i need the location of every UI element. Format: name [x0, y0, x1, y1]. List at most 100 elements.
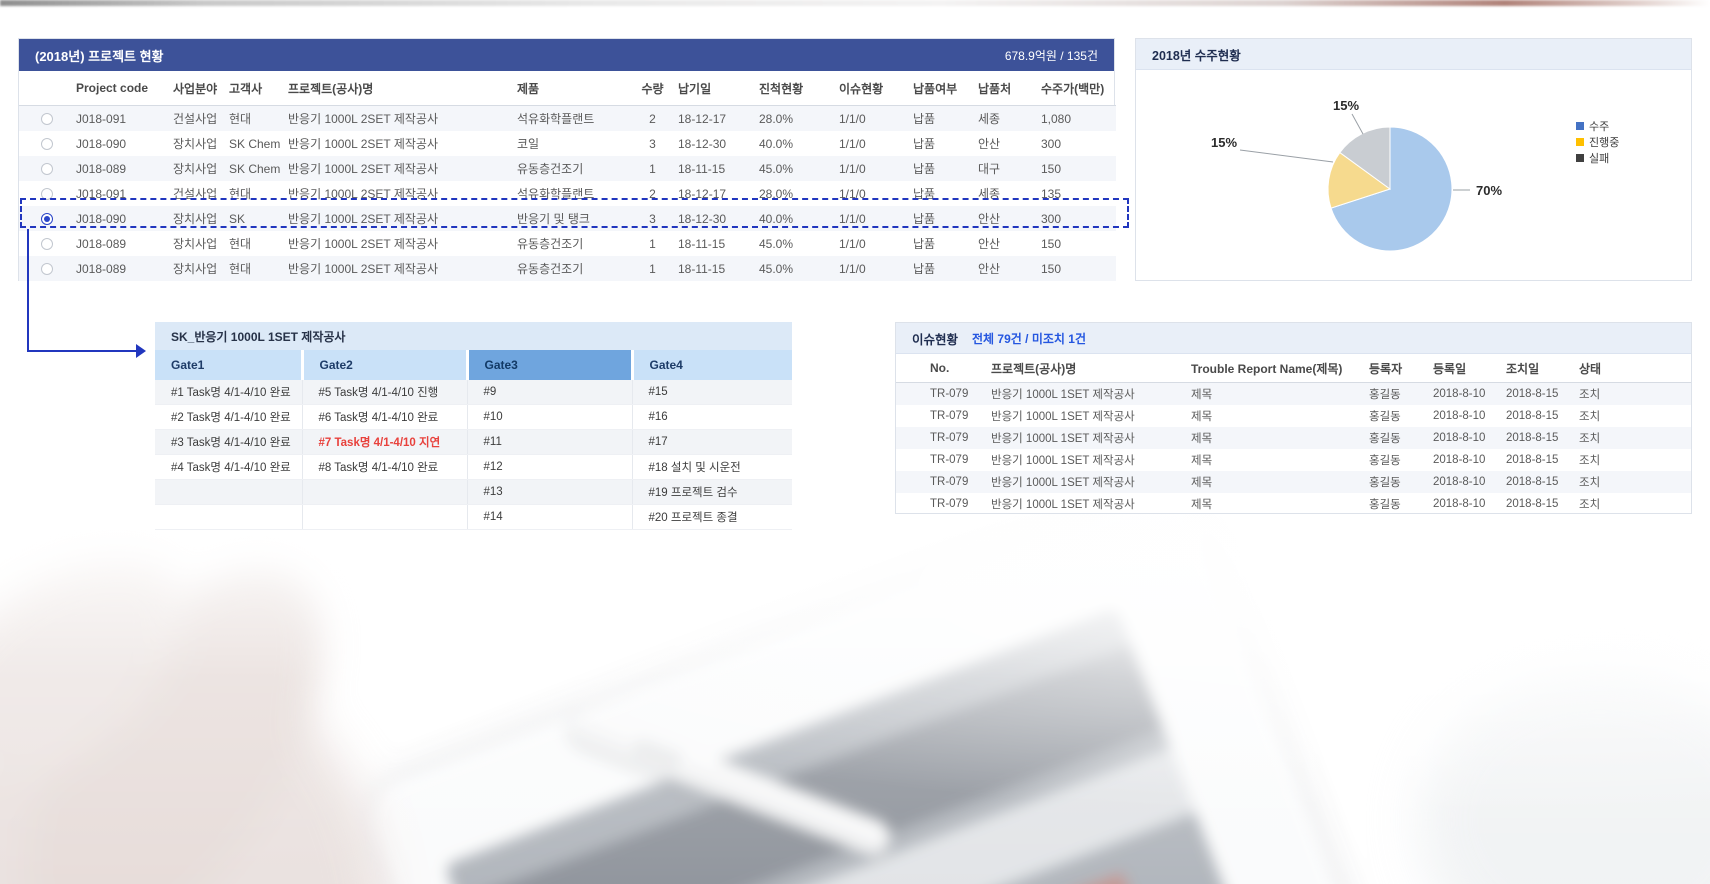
column-header: No. — [896, 354, 991, 383]
row-radio[interactable] — [40, 138, 53, 151]
hand-palm — [0, 585, 467, 884]
table-row[interactable]: J018-090 장치사업 SK Chem 반응기 1000L 2SET 제작공사 코일… — [19, 131, 1116, 156]
cell-biz: 장치사업 — [173, 131, 229, 156]
cell-dest: 대구 — [978, 156, 1041, 181]
issue-panel-title: 이슈현황 — [912, 332, 959, 347]
cell-amount: 150 — [1041, 156, 1116, 181]
cell-delivery: 납품 — [913, 156, 978, 181]
cell-issue: 1/1/0 — [839, 256, 913, 281]
background-blur-blob — [1420, 670, 1710, 884]
table-row[interactable]: J018-089 장치사업 현대 반응기 1000L 2SET 제작공사 유동층건조기 1… — [19, 256, 1116, 281]
table-row[interactable]: J018-089 장치사업 현대 반응기 1000L 2SET 제작공사 유동층건조기 1… — [19, 231, 1116, 256]
gate-task-cell: #6 Task명 4/1-4/10 완료 — [302, 404, 468, 430]
gate-task-cell: #13 — [467, 479, 633, 505]
legend-item: 실패 — [1576, 150, 1619, 166]
gate-task-cell: #19 프로젝트 검수 — [632, 479, 792, 505]
gate-task-cell: #11 — [467, 429, 633, 455]
row-radio[interactable] — [40, 113, 53, 126]
column-header: Trouble Report Name(제목) — [1191, 354, 1369, 383]
cell-amount: 150 — [1041, 231, 1116, 256]
issue-cell: 제목 — [1191, 471, 1369, 493]
row-radio[interactable] — [40, 188, 53, 201]
issue-cell: 제목 — [1191, 499, 1213, 511]
cell-customer: 현대 — [229, 231, 288, 256]
cell-product: 유동층건조기 — [517, 231, 629, 256]
cell-qty: 2 — [629, 181, 678, 206]
cell-amount: 300 — [1041, 131, 1116, 156]
cell-code: J018-089 — [76, 156, 173, 181]
pie-chart-area: 15% 15% 70% 수주 진행중 실패 — [1136, 70, 1691, 281]
issue-cell: 홍길동 — [1369, 499, 1401, 511]
issue-table-header-row: No. 프로젝트(공사)명 Trouble Report Name(제목) 등록자 등록… — [896, 354, 1691, 383]
radio-cell — [19, 206, 76, 231]
column-header: 수주가(백만) — [1041, 71, 1116, 106]
issue-table-row[interactable]: TR-079 반응기 1000L 1SET 제작공사 제목 홍길동 2018-8-10 2… — [896, 471, 1691, 493]
cell-due: 18-11-15 — [678, 156, 759, 181]
row-radio-selected[interactable] — [40, 213, 53, 226]
table-row[interactable]: J018-091 건설사업 현대 반응기 1000L 2SET 제작공사 석유화학플랜트… — [19, 181, 1116, 206]
table-row[interactable]: J018-091 건설사업 현대 반응기 1000L 2SET 제작공사 석유화학플랜트… — [19, 105, 1116, 131]
issue-cell: TR-079 — [896, 382, 991, 405]
issue-table-row[interactable]: TR-079 반응기 1000L 1SET 제작공사 제목 홍길동 2018-8-10 2… — [896, 493, 1691, 515]
issue-cell: 반응기 1000L 1SET 제작공사 — [991, 471, 1191, 493]
issue-cell: 2018-8-10 — [1433, 498, 1486, 510]
chart-legend: 수주 진행중 실패 — [1576, 118, 1619, 166]
gate-table-row: #3 Task명 4/1-4/10 완료 #7 Task명 4/1-4/10 지연… — [155, 429, 792, 455]
row-radio[interactable] — [40, 163, 53, 176]
pie-label-progress: 15% — [1211, 135, 1237, 150]
cell-biz: 장치사업 — [173, 256, 229, 281]
table-row[interactable]: J018-090 장치사업 SK 반응기 1000L 2SET 제작공사 반응기 및 탱… — [19, 206, 1116, 231]
gate-task-cell — [302, 504, 468, 530]
issue-cell: 홍길동 — [1369, 455, 1401, 467]
gate-table-row: #2 Task명 4/1-4/10 완료 #6 Task명 4/1-4/10 완료… — [155, 404, 792, 430]
cell-product: 석유화학플랜트 — [517, 181, 629, 206]
column-header: 납품처 — [978, 71, 1041, 106]
pie-slice-수주 — [1330, 126, 1453, 252]
issue-table-row[interactable]: TR-079 반응기 1000L 1SET 제작공사 제목 홍길동 2018-8-10 2… — [896, 449, 1691, 471]
radio-cell — [19, 131, 76, 156]
row-radio[interactable] — [40, 263, 53, 276]
cell-biz: 장치사업 — [173, 156, 229, 181]
cell-product: 반응기 및 탱크 — [517, 206, 629, 231]
cell-delivery: 납품 — [913, 231, 978, 256]
cell-qty: 1 — [629, 156, 678, 181]
cell-customer: 현대 — [229, 181, 288, 206]
radio-cell — [19, 181, 76, 206]
cell-issue: 1/1/0 — [839, 156, 913, 181]
cell-biz: 장치사업 — [173, 231, 229, 256]
issue-cell: TR-079 — [930, 410, 969, 422]
column-header: 납품여부 — [913, 71, 978, 106]
gate-column-header: Gate2 — [302, 350, 469, 380]
column-header: Project code — [76, 71, 173, 106]
issue-cell: 홍길동 — [1369, 382, 1433, 405]
issue-cell: 제목 — [1191, 382, 1369, 405]
cell-due: 18-12-30 — [678, 131, 759, 156]
issue-table-row[interactable]: TR-079 반응기 1000L 1SET 제작공사 제목 홍길동 2018-8-10 2… — [896, 382, 1691, 405]
issue-cell: 홍길동 — [1369, 427, 1433, 449]
issue-status-panel: 이슈현황 전체 79건 / 미조치 1건 No. 프로젝트(공사)명 Trouble… — [895, 322, 1692, 514]
issue-cell: 조치 — [1579, 411, 1601, 423]
tablet-screen-band — [458, 644, 1164, 884]
table-row[interactable]: J018-089 장치사업 SK Chem 반응기 1000L 2SET 제작공사 유동… — [19, 156, 1116, 181]
issue-cell: 2018-8-15 — [1506, 410, 1559, 422]
project-status-panel: (2018년) 프로젝트 현황 678.9억원 / 135건 Project c… — [18, 38, 1116, 281]
project-table-body: J018-091 건설사업 현대 반응기 1000L 2SET 제작공사 석유화학플랜트… — [19, 105, 1116, 281]
issue-cell: 제목 — [1191, 411, 1213, 423]
column-header: 수량 — [629, 71, 678, 106]
gate-task-cell: #9 — [467, 380, 633, 405]
issue-table-row[interactable]: TR-079 반응기 1000L 1SET 제작공사 제목 홍길동 2018-8-10 2… — [896, 405, 1691, 427]
tablet-screen-image — [444, 607, 1271, 884]
pie-chart: 15% 15% 70% — [1211, 98, 1502, 252]
pie-label-fail: 15% — [1333, 98, 1359, 113]
column-header — [19, 71, 76, 106]
gate-table-row: #4 Task명 4/1-4/10 완료 #8 Task명 4/1-4/10 완료… — [155, 454, 792, 480]
cell-project: 반응기 1000L 2SET 제작공사 — [288, 256, 517, 281]
cell-issue: 1/1/0 — [839, 206, 913, 231]
row-radio[interactable] — [40, 238, 53, 251]
column-header: 프로젝트(공사)명 — [288, 71, 517, 106]
project-panel-title: (2018년) 프로젝트 현황 — [35, 48, 164, 64]
issue-table: No. 프로젝트(공사)명 Trouble Report Name(제목) 등록자 등록… — [896, 354, 1691, 515]
cell-delivery: 납품 — [913, 206, 978, 231]
leader-line-progress — [1239, 149, 1334, 163]
issue-table-row[interactable]: TR-079 반응기 1000L 1SET 제작공사 제목 홍길동 2018-8-10 2… — [896, 427, 1691, 449]
